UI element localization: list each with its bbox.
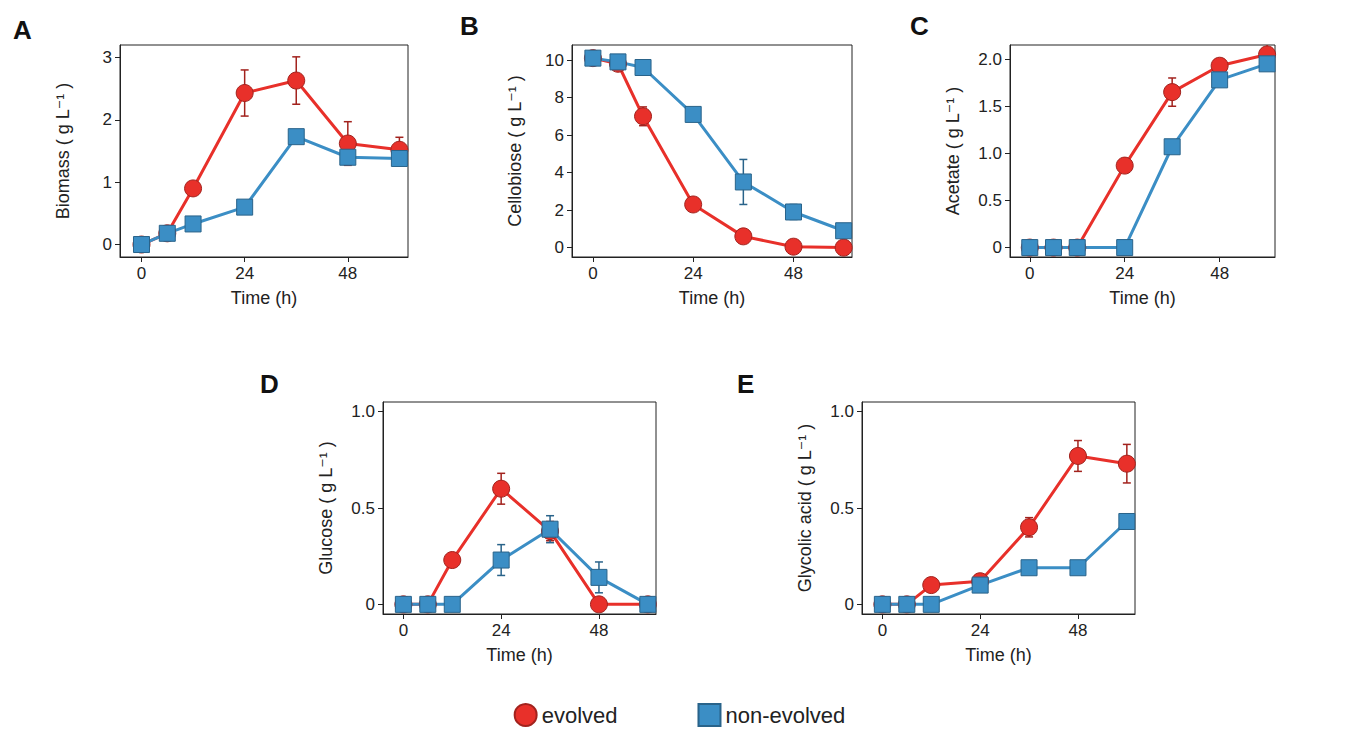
svg-text:Glucose ( g L⁻¹ ): Glucose ( g L⁻¹ ) (316, 441, 336, 575)
svg-text:8: 8 (555, 88, 564, 107)
svg-text:non-evolved: non-evolved (725, 703, 845, 728)
svg-text:0: 0 (993, 238, 1002, 257)
svg-text:0.5: 0.5 (978, 191, 1002, 210)
svg-text:0: 0 (137, 264, 146, 283)
svg-text:Glycolic acid ( g L⁻¹ ): Glycolic acid ( g L⁻¹ ) (795, 424, 815, 593)
svg-text:0: 0 (878, 621, 887, 640)
svg-text:24: 24 (1115, 264, 1134, 283)
svg-text:24: 24 (492, 621, 511, 640)
svg-text:Acetate ( g L⁻¹ ): Acetate ( g L⁻¹ ) (943, 87, 963, 216)
svg-text:Time (h): Time (h) (486, 645, 552, 665)
svg-text:48: 48 (589, 621, 608, 640)
svg-text:0: 0 (399, 621, 408, 640)
svg-text:0.5: 0.5 (351, 499, 375, 518)
svg-text:1.5: 1.5 (978, 97, 1002, 116)
svg-text:Biomass ( g L⁻¹ ): Biomass ( g L⁻¹ ) (53, 83, 73, 220)
svg-text:10: 10 (545, 51, 564, 70)
svg-text:0: 0 (555, 238, 564, 257)
svg-text:C: C (910, 11, 929, 41)
svg-text:Time (h): Time (h) (1109, 288, 1175, 308)
svg-text:0: 0 (366, 595, 375, 614)
svg-text:48: 48 (338, 264, 357, 283)
svg-text:E: E (737, 369, 754, 399)
svg-text:6: 6 (555, 126, 564, 145)
svg-text:24: 24 (235, 264, 254, 283)
svg-text:evolved: evolved (542, 703, 618, 728)
svg-text:4: 4 (555, 163, 564, 182)
svg-text:2: 2 (555, 201, 564, 220)
svg-text:48: 48 (784, 264, 803, 283)
svg-text:1.0: 1.0 (351, 402, 375, 421)
svg-text:3: 3 (103, 48, 112, 67)
svg-text:48: 48 (1210, 264, 1229, 283)
svg-text:0: 0 (588, 264, 597, 283)
svg-text:Time (h): Time (h) (679, 288, 745, 308)
svg-text:0.5: 0.5 (830, 499, 854, 518)
svg-text:1.0: 1.0 (830, 402, 854, 421)
svg-text:D: D (260, 369, 279, 399)
svg-text:A: A (13, 15, 32, 45)
svg-text:48: 48 (1068, 621, 1087, 640)
svg-text:0: 0 (845, 595, 854, 614)
svg-text:2.0: 2.0 (978, 50, 1002, 69)
svg-text:1: 1 (103, 173, 112, 192)
svg-text:Time (h): Time (h) (965, 645, 1031, 665)
svg-text:0: 0 (103, 235, 112, 254)
svg-text:1.0: 1.0 (978, 144, 1002, 163)
svg-text:24: 24 (684, 264, 703, 283)
svg-text:2: 2 (103, 110, 112, 129)
svg-text:24: 24 (971, 621, 990, 640)
svg-text:B: B (460, 11, 479, 41)
svg-text:Time (h): Time (h) (231, 288, 297, 308)
svg-text:0: 0 (1025, 264, 1034, 283)
svg-text:Cellobiose ( g L⁻¹ ): Cellobiose ( g L⁻¹ ) (505, 75, 525, 227)
